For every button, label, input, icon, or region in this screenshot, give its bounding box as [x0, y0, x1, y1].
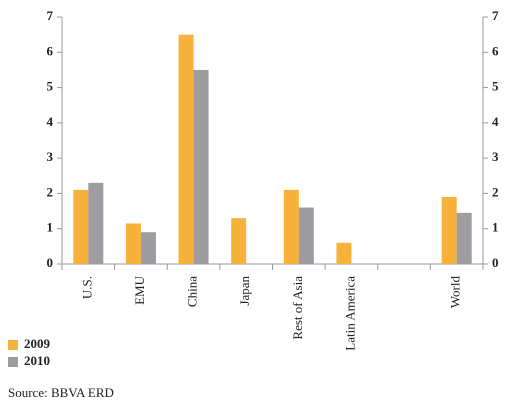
source-note: Source: BBVA ERD: [8, 385, 114, 400]
bar: [456, 212, 472, 264]
bar: [283, 189, 299, 264]
y-tick-label: 0: [47, 255, 54, 270]
legend-swatch: [8, 357, 18, 367]
legend-label: 2010: [24, 353, 50, 368]
x-tick-label: China: [185, 276, 200, 307]
x-tick-label: EMU: [132, 275, 147, 305]
bar: [441, 196, 457, 264]
x-tick-label: Latin America: [342, 276, 357, 351]
y2-tick-label: 1: [492, 220, 499, 235]
y-tick-label: 5: [47, 79, 54, 94]
x-tick-label: U.S.: [79, 276, 94, 299]
y-tick-label: 4: [47, 114, 54, 129]
y2-tick-label: 7: [492, 8, 499, 23]
x-tick-label: World: [448, 276, 463, 309]
bar: [88, 182, 104, 264]
bar: [298, 207, 314, 264]
y-tick-label: 7: [47, 8, 54, 23]
legend-swatch: [8, 340, 18, 350]
y2-tick-label: 6: [492, 43, 499, 58]
bar: [73, 189, 89, 264]
bar: [125, 223, 141, 264]
bar: [231, 218, 247, 264]
x-tick-label: Rest of Asia: [290, 276, 305, 340]
bar: [336, 242, 352, 264]
bar: [140, 232, 156, 264]
y2-tick-label: 2: [492, 184, 499, 199]
y-tick-label: 1: [47, 220, 54, 235]
y-tick-label: 6: [47, 43, 54, 58]
x-tick-label: Japan: [237, 276, 252, 306]
y2-tick-label: 4: [492, 114, 499, 129]
legend-label: 2009: [24, 336, 51, 351]
y-tick-label: 2: [47, 184, 54, 199]
bar: [178, 34, 194, 265]
y-tick-label: 3: [47, 149, 54, 164]
y2-tick-label: 3: [492, 149, 499, 164]
y2-tick-label: 0: [492, 255, 499, 270]
y2-tick-label: 5: [492, 79, 499, 94]
bar: [193, 69, 209, 264]
